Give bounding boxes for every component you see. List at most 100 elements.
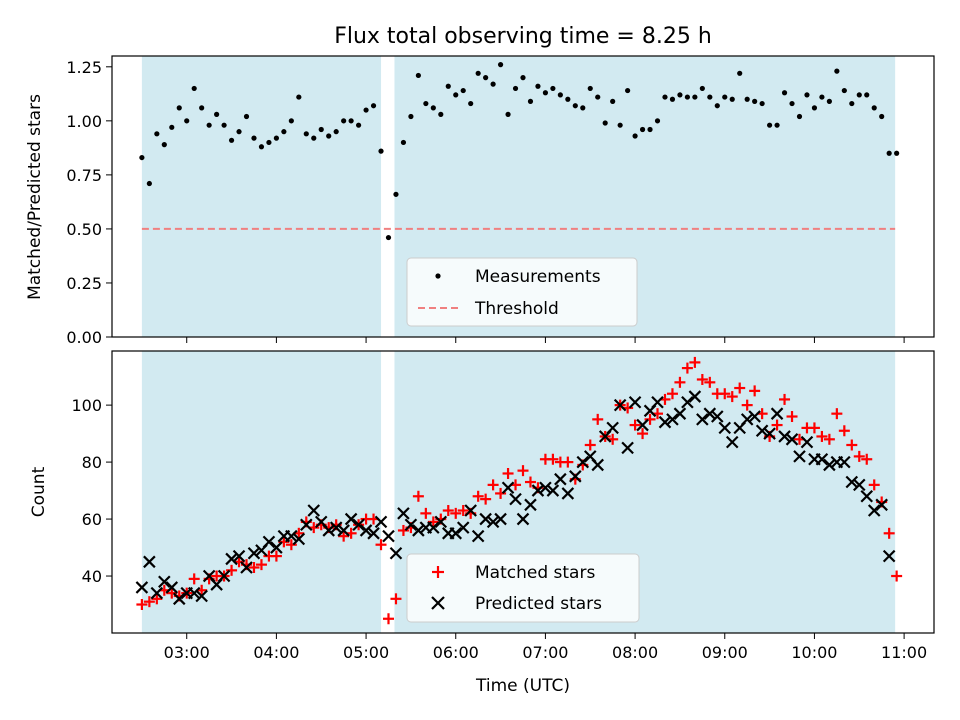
bottom-x-tick-label: 03:00 bbox=[164, 643, 210, 662]
measurement-point bbox=[527, 98, 534, 104]
measurement-point bbox=[834, 68, 840, 74]
measurement-point bbox=[385, 234, 392, 241]
predicted-stars-point bbox=[464, 504, 477, 517]
bottom-y-tick-label: 100 bbox=[71, 396, 102, 415]
predicted-stars-point bbox=[150, 586, 164, 600]
predicted-stars-point bbox=[815, 452, 829, 466]
predicted-stars-point bbox=[740, 413, 754, 426]
measurement-point bbox=[341, 118, 347, 124]
matched-stars-point bbox=[734, 382, 746, 394]
measurement-point bbox=[348, 118, 354, 124]
measurement-point bbox=[318, 126, 324, 133]
predicted-stars-point bbox=[232, 549, 246, 563]
matched-stars-point bbox=[450, 507, 462, 519]
top-y-ticks: 0.00 0.25 0.50 0.75 1.00 1.25 bbox=[66, 58, 112, 347]
bottom-x-tick-label: 10:00 bbox=[791, 643, 837, 662]
measurement-point bbox=[221, 122, 227, 128]
matched-stars-point bbox=[480, 493, 492, 505]
predicted-stars-point bbox=[307, 504, 321, 517]
predicted-stars-point bbox=[143, 555, 156, 569]
predicted-stars-point bbox=[404, 518, 418, 532]
predicted-stars-point bbox=[688, 390, 702, 403]
predicted-stars-point bbox=[217, 569, 231, 583]
matched-stars-point bbox=[674, 376, 686, 388]
predicted-stars-point bbox=[172, 592, 186, 606]
matched-stars-point bbox=[338, 530, 350, 542]
measurement-point bbox=[430, 105, 436, 111]
bottom-x-tick-label: 04:00 bbox=[253, 643, 299, 662]
matched-stars-point bbox=[547, 453, 559, 465]
predicted-stars-point bbox=[479, 512, 492, 526]
matched-stars-point bbox=[891, 570, 903, 582]
measurement-point bbox=[475, 70, 481, 76]
predicted-stars-point bbox=[673, 407, 687, 420]
measurement-point bbox=[871, 105, 877, 111]
matched-stars-point bbox=[853, 450, 865, 462]
predicted-stars-point bbox=[666, 413, 679, 426]
measurement-point bbox=[161, 142, 167, 148]
matched-stars-point bbox=[681, 362, 693, 374]
measurement-point bbox=[520, 75, 526, 81]
predicted-stars-point bbox=[778, 430, 791, 443]
bottom-x-axis-label: Time (UTC) bbox=[475, 676, 570, 696]
measurement-point bbox=[176, 105, 182, 111]
matched-stars-point bbox=[382, 613, 394, 625]
legend-measurements-label: Measurements bbox=[475, 267, 601, 287]
measurement-point bbox=[333, 129, 339, 135]
measurement-point bbox=[699, 85, 705, 92]
matched-stars-point bbox=[166, 587, 178, 599]
predicted-stars-point bbox=[576, 455, 590, 469]
matched-stars-point bbox=[741, 399, 753, 411]
matched-stars-point bbox=[771, 419, 783, 431]
predicted-stars-point bbox=[337, 524, 350, 537]
measurement-point bbox=[453, 92, 459, 98]
matched-stars-point bbox=[472, 490, 484, 502]
matched-stars-point bbox=[427, 516, 439, 528]
predicted-stars-point bbox=[270, 541, 283, 554]
measurement-point bbox=[677, 92, 683, 98]
measurement-point bbox=[505, 111, 511, 117]
measurement-point bbox=[617, 122, 623, 128]
predicted-stars-point bbox=[494, 512, 507, 526]
predicted-stars-point bbox=[158, 575, 171, 589]
predicted-stars-point bbox=[359, 524, 373, 537]
top-x-ticks bbox=[186, 337, 905, 343]
measurement-point bbox=[841, 87, 847, 94]
predicted-stars-point bbox=[531, 484, 545, 497]
matched-stars-point bbox=[637, 428, 649, 440]
matched-stars-point bbox=[285, 539, 297, 551]
measurement-point bbox=[744, 96, 750, 102]
matched-stars-point bbox=[397, 524, 409, 536]
predicted-stars-point bbox=[613, 398, 627, 412]
matched-stars-point bbox=[255, 559, 267, 571]
measurement-point bbox=[595, 94, 601, 100]
predicted-stars-point bbox=[412, 524, 425, 537]
predicted-stars-point bbox=[838, 455, 851, 469]
predicted-stars-point bbox=[195, 589, 208, 603]
measurement-point bbox=[400, 139, 407, 146]
predicted-stars-point bbox=[486, 515, 500, 529]
predicted-stars-point bbox=[382, 529, 395, 543]
predicted-stars-point bbox=[867, 504, 881, 517]
measurement-point bbox=[363, 107, 369, 113]
legend-measurements-marker bbox=[435, 273, 441, 279]
predicted-stars-point bbox=[329, 521, 343, 534]
bottom-axes-frame bbox=[111, 350, 935, 634]
matched-stars-point bbox=[502, 467, 514, 479]
predicted-stars-point bbox=[793, 450, 806, 463]
matched-stars-point bbox=[188, 573, 200, 585]
predicted-stars-point bbox=[569, 470, 582, 483]
predicted-stars-point bbox=[591, 458, 605, 472]
bottom-y-ticks: 40 60 80 100 bbox=[71, 396, 112, 586]
measurement-point bbox=[729, 96, 735, 102]
matched-stars-point bbox=[517, 465, 529, 477]
matched-stars-point bbox=[838, 425, 850, 437]
predicted-stars-point bbox=[651, 395, 664, 409]
predicted-stars-point bbox=[471, 529, 485, 543]
predicted-stars-point bbox=[300, 518, 313, 532]
predicted-stars-point bbox=[636, 418, 649, 432]
measurement-point bbox=[781, 90, 788, 96]
bottom-x-tick-label: 11:00 bbox=[881, 643, 927, 662]
matched-stars-point bbox=[457, 505, 469, 517]
